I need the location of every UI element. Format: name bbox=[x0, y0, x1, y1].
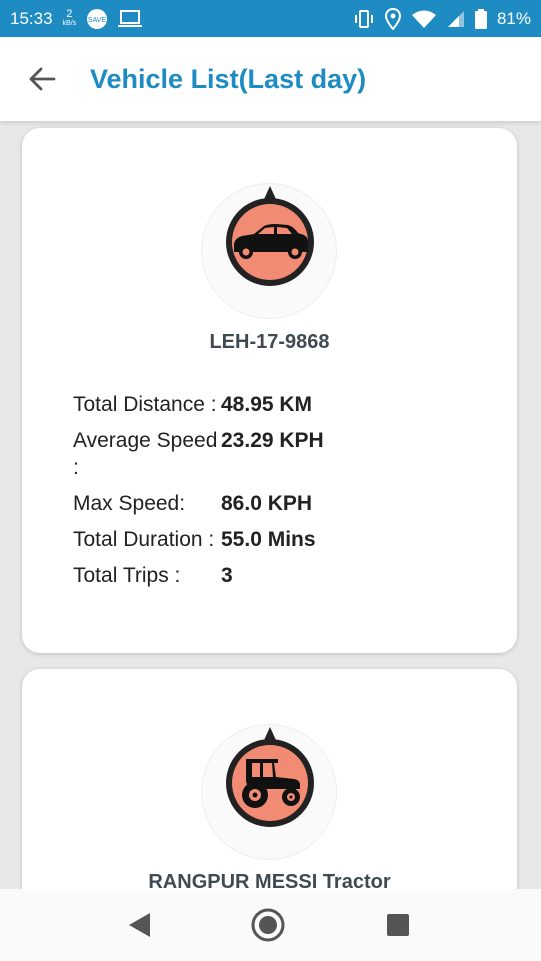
data-saver-icon: SAVE bbox=[86, 8, 108, 30]
stat-value: 86.0 KPH bbox=[221, 492, 313, 515]
stat-label: Total Duration : bbox=[73, 528, 215, 551]
nav-recents-button[interactable] bbox=[380, 907, 416, 943]
vehicle-card[interactable]: LEH-17-9868 Total Distance : 48.95 KM Av… bbox=[22, 128, 517, 653]
vehicle-avatar bbox=[201, 724, 337, 860]
stat-value: 23.29 KPH bbox=[221, 429, 324, 452]
stat-label: Max Speed: bbox=[73, 492, 186, 515]
battery-icon bbox=[474, 8, 487, 29]
circle-home-icon bbox=[251, 908, 285, 942]
nav-home-button[interactable] bbox=[250, 907, 286, 943]
vehicle-list[interactable]: LEH-17-9868 Total Distance : 48.95 KM Av… bbox=[0, 121, 541, 889]
stat-label: Average Speed : bbox=[73, 429, 218, 479]
stat-row-max-speed: Max Speed: 86.0 KPH bbox=[73, 490, 493, 517]
svg-text:SAVE: SAVE bbox=[88, 17, 106, 24]
stat-value: 3 bbox=[221, 564, 233, 587]
vehicle-name: LEH-17-9868 bbox=[209, 331, 330, 353]
status-left: 15:33 2 kB/s SAVE bbox=[10, 7, 143, 30]
vehicle-avatar bbox=[201, 183, 337, 319]
stat-label: Total Distance : bbox=[73, 393, 217, 416]
stat-row-total-distance: Total Distance : 48.95 KM bbox=[73, 391, 493, 418]
tractor-icon bbox=[226, 727, 314, 827]
wifi-icon bbox=[411, 9, 437, 29]
square-recents-icon bbox=[387, 914, 409, 936]
stat-row-average-speed: Average Speed : 23.29 KPH bbox=[73, 427, 493, 481]
status-time: 15:33 bbox=[10, 8, 53, 28]
vehicle-card[interactable]: RANGPUR MESSI Tractor bbox=[22, 669, 517, 889]
vehicle-stats: Total Distance : 48.95 KM Average Speed … bbox=[73, 391, 493, 598]
location-icon bbox=[384, 7, 401, 30]
back-button[interactable] bbox=[22, 59, 62, 99]
status-right: 81% bbox=[353, 7, 531, 30]
net-speed: 2 kB/s bbox=[62, 7, 77, 28]
triangle-back-icon bbox=[129, 913, 150, 937]
system-nav-bar bbox=[0, 889, 541, 961]
signal-icon bbox=[447, 10, 465, 28]
battery-percent: 81% bbox=[496, 8, 531, 28]
car-icon bbox=[226, 186, 314, 286]
net-speed-value: 2 bbox=[66, 7, 73, 20]
status-bar: 15:33 2 kB/s SAVE 81% bbox=[0, 0, 541, 37]
net-speed-unit: kB/s bbox=[62, 19, 77, 27]
stat-value: 55.0 Mins bbox=[221, 528, 316, 551]
stat-label: Total Trips : bbox=[73, 564, 181, 587]
arrow-left-icon bbox=[29, 67, 56, 91]
vibrate-icon bbox=[353, 9, 375, 29]
app-bar: Vehicle List(Last day) bbox=[0, 37, 541, 121]
stat-row-total-trips: Total Trips : 3 bbox=[73, 562, 493, 589]
stat-row-total-duration: Total Duration : 55.0 Mins bbox=[73, 526, 493, 553]
page-title: Vehicle List(Last day) bbox=[90, 63, 367, 94]
stat-value: 48.95 KM bbox=[221, 393, 313, 416]
laptop-icon bbox=[118, 9, 143, 29]
vehicle-name: RANGPUR MESSI Tractor bbox=[148, 871, 391, 889]
nav-back-button[interactable] bbox=[121, 907, 157, 943]
